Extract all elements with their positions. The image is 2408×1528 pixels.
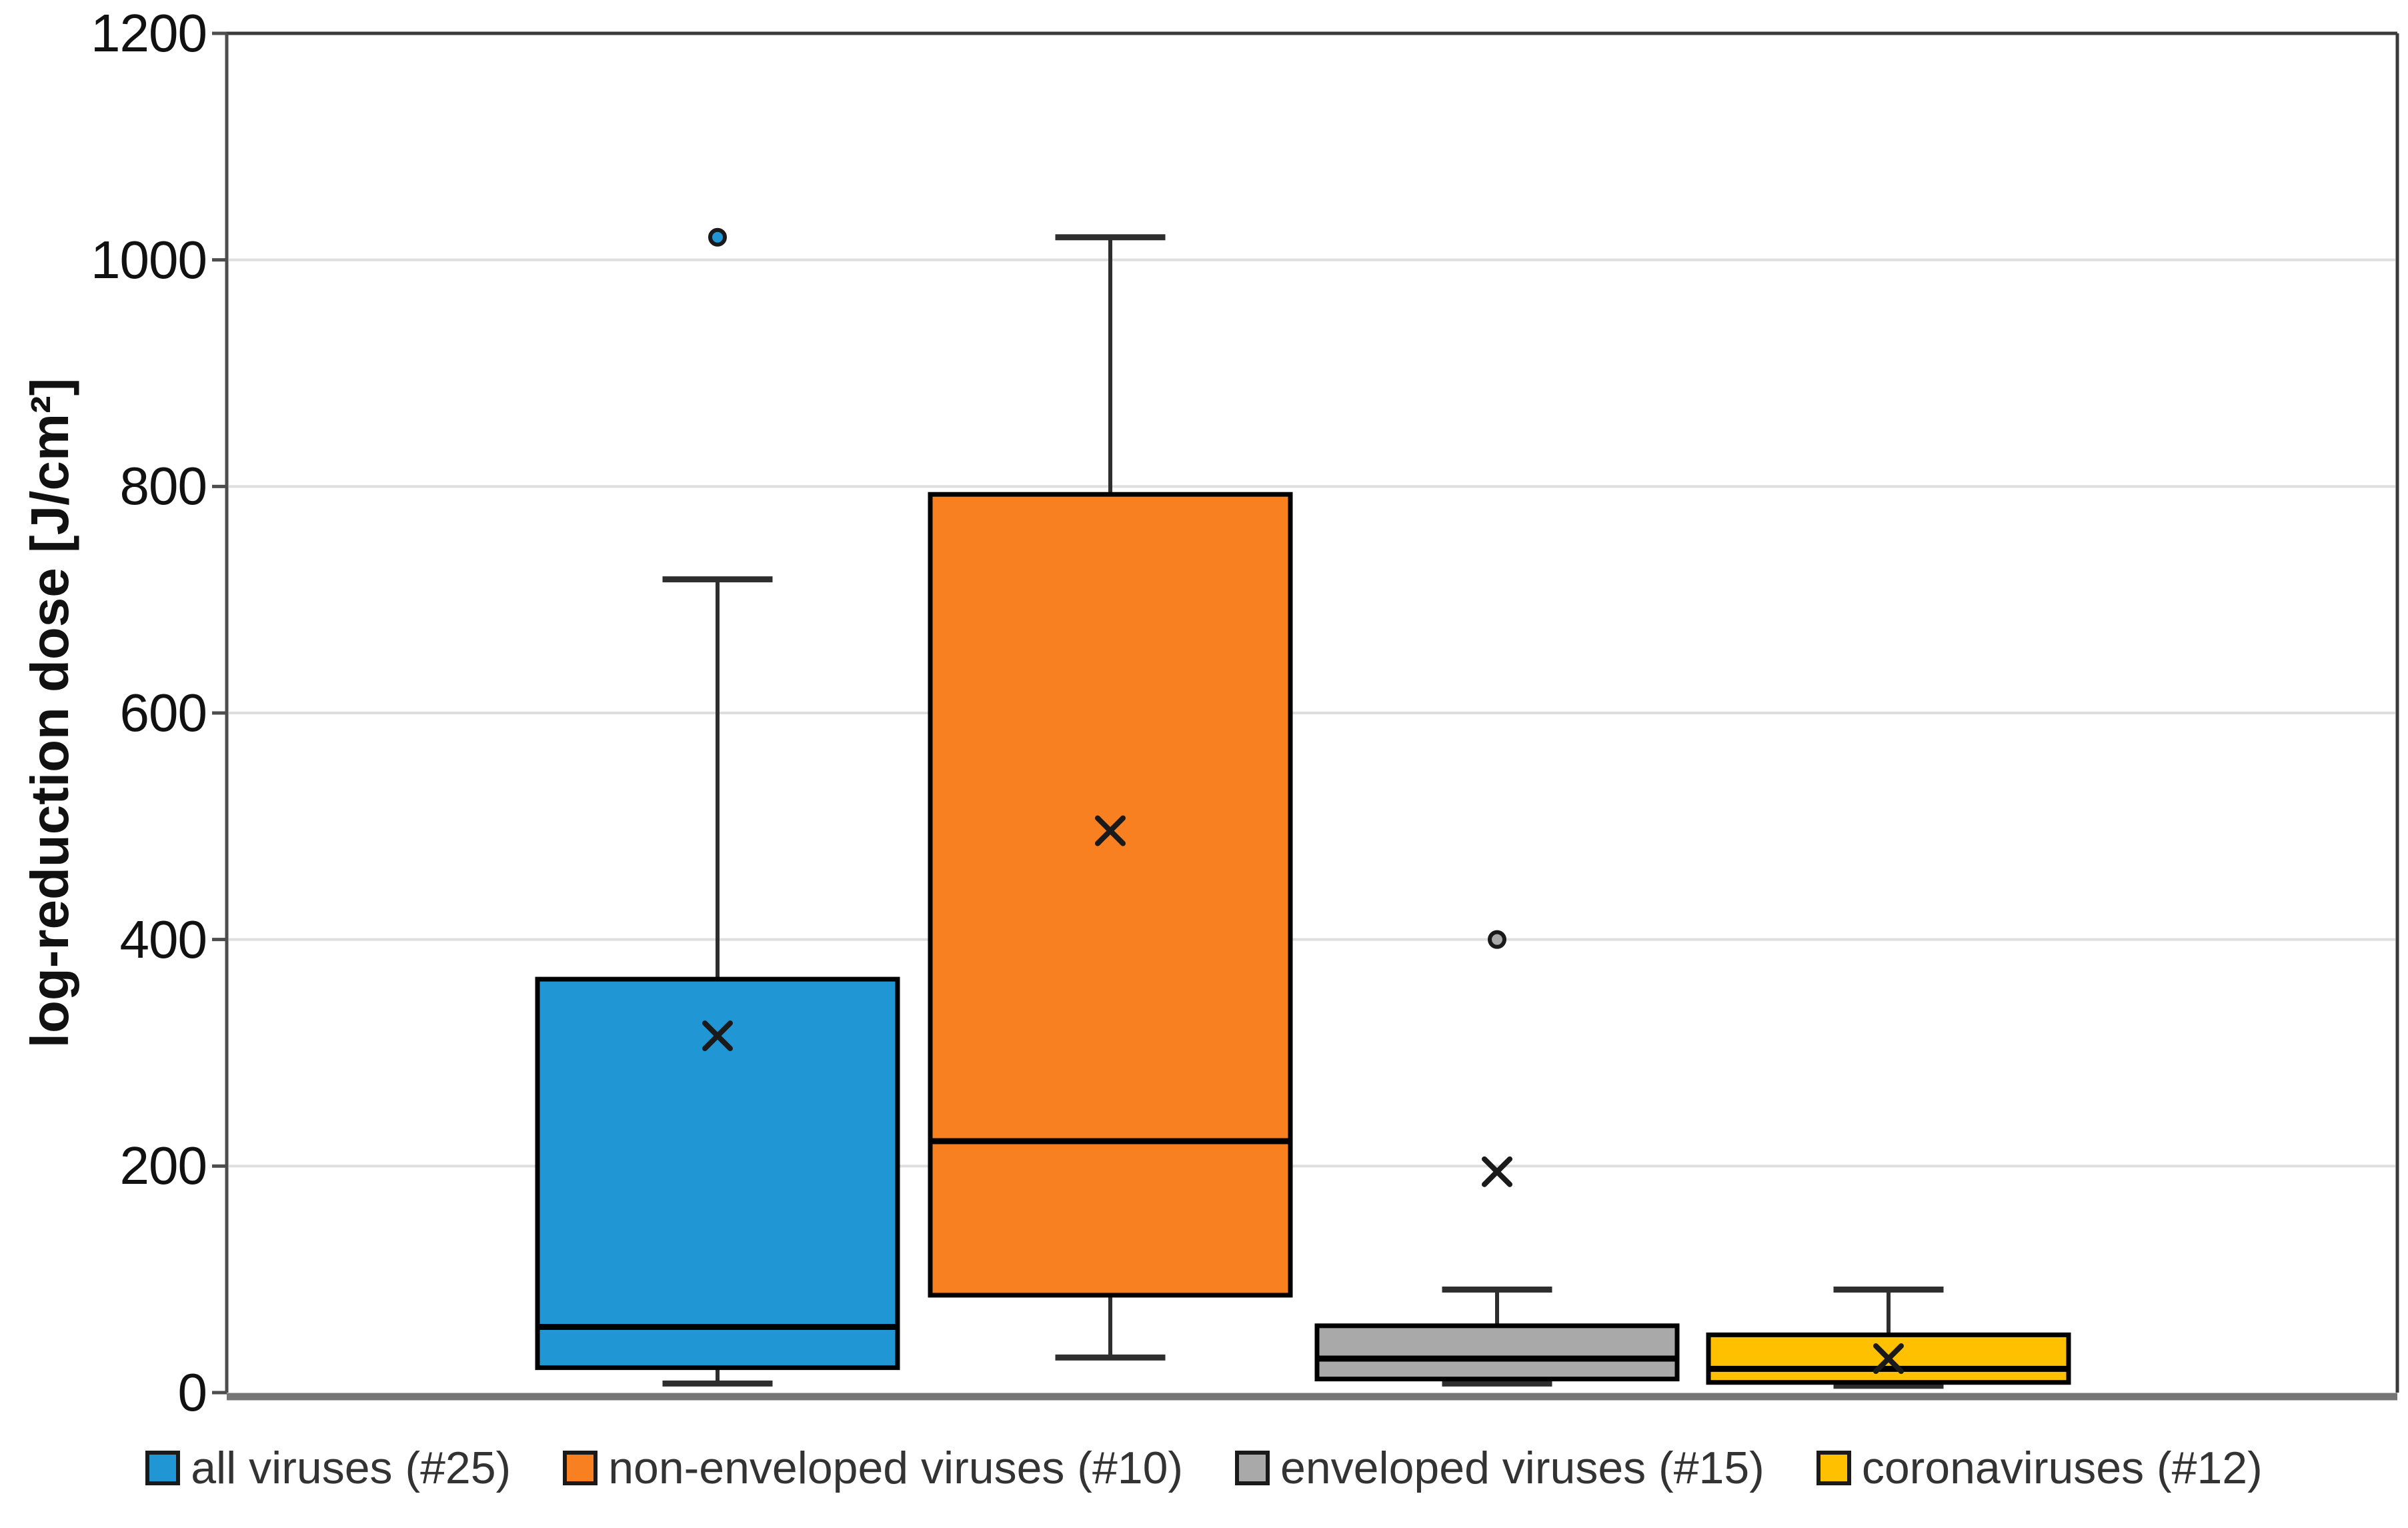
mean-marker-0 [702, 1020, 733, 1052]
legend-item-0: all viruses (#25) [145, 1444, 511, 1492]
y-tick-label-1000: 1000 [91, 229, 207, 289]
y-tick-label-0: 0 [177, 1363, 208, 1422]
y-tick-label-800: 800 [119, 456, 207, 516]
mean-marker-1 [1095, 815, 1126, 846]
outlier-point-0 [708, 227, 727, 247]
legend-swatch-icon [1816, 1451, 1851, 1485]
y-tick-label-1200: 1200 [91, 3, 207, 63]
legend-label: enveloped viruses (#15) [1280, 1443, 1764, 1493]
mean-marker-3 [1873, 1343, 1904, 1375]
box-0 [535, 976, 900, 1371]
legend-item-2: enveloped viruses (#15) [1235, 1444, 1764, 1492]
y-tick-label-400: 400 [119, 909, 207, 969]
outlier-point-2 [1488, 930, 1506, 949]
legend-label: non-enveloped viruses (#10) [608, 1443, 1184, 1493]
legend-item-1: non-enveloped viruses (#10) [563, 1444, 1183, 1492]
legend-swatch-icon [1235, 1451, 1270, 1485]
y-tick-label-200: 200 [119, 1136, 207, 1196]
legend-swatch-icon [145, 1451, 181, 1485]
y-tick-label-600: 600 [119, 683, 207, 742]
legend-swatch-icon [563, 1451, 598, 1485]
box-2 [1314, 1323, 1680, 1382]
legend-item-3: coronaviruses (#12) [1816, 1443, 2263, 1493]
legend-label: all viruses (#25) [191, 1443, 511, 1493]
legend-label: coronaviruses (#12) [1861, 1443, 2263, 1493]
mean-marker-2 [1482, 1156, 1512, 1187]
box-1 [928, 492, 1293, 1298]
legend: all viruses (#25) non-enveloped viruses (… [0, 1444, 2408, 1492]
